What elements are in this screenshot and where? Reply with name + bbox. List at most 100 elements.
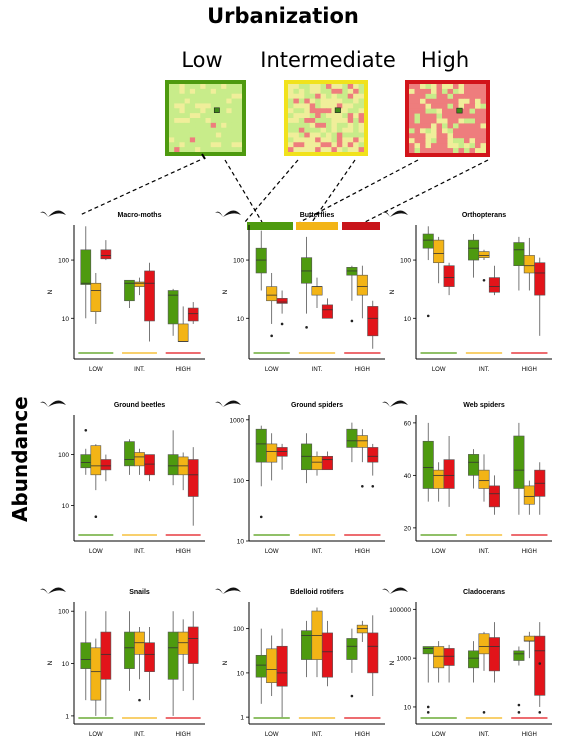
map-cell [231, 84, 238, 90]
map-cell [458, 103, 465, 110]
map-cell [336, 142, 343, 148]
map-cell [414, 118, 421, 124]
map-cell [205, 147, 212, 153]
map-cell [195, 88, 201, 95]
panel-title: Cladocerans [463, 589, 505, 596]
map-cell [464, 143, 470, 149]
map-cell [326, 88, 332, 95]
map-cell [169, 113, 175, 119]
box [134, 631, 145, 655]
map-cell [205, 103, 212, 109]
level-label-low: Low [181, 48, 223, 72]
map-cell [431, 128, 437, 134]
map-cell [184, 113, 191, 119]
map-cell [447, 98, 454, 105]
map-cell [425, 128, 432, 134]
map-cell [480, 103, 487, 110]
map-cell [458, 133, 465, 139]
map-cell [475, 108, 481, 115]
map-cell [309, 98, 316, 104]
map-mosaic [169, 84, 243, 153]
box [124, 441, 135, 467]
map-cell [342, 103, 349, 109]
map-cell [425, 98, 432, 105]
box [80, 642, 92, 669]
map-cell [436, 98, 443, 105]
map-cell [447, 123, 454, 129]
map-cell [189, 127, 196, 134]
map-cell [464, 123, 470, 129]
map-cell [298, 103, 305, 109]
panel-title: Macro-moths [118, 212, 162, 219]
box-int-2 [144, 262, 155, 342]
map-cell [436, 128, 443, 134]
map-cell [414, 138, 421, 144]
map-cell [200, 84, 206, 90]
map-cell [442, 108, 448, 115]
map-cell [331, 122, 338, 129]
y-tick-label: 1 [240, 715, 244, 722]
box-low-2 [443, 262, 455, 296]
map-cell [288, 137, 294, 143]
map-cell [347, 122, 354, 129]
box [167, 290, 179, 325]
map-cell [436, 108, 443, 115]
box [100, 459, 112, 471]
map-cell [195, 93, 201, 100]
box-high-2 [367, 615, 379, 697]
map-cell [288, 98, 294, 104]
map-cell [320, 137, 327, 143]
map-cell [236, 113, 243, 119]
box [134, 281, 145, 287]
box-high-1 [523, 631, 535, 659]
map-cell [298, 118, 305, 124]
y-tick-label: 1000 [230, 417, 245, 424]
map-cell [447, 148, 454, 154]
map-cell [447, 128, 454, 134]
map-cell [353, 118, 360, 124]
map-cell [293, 98, 300, 104]
box [367, 306, 379, 337]
map-cell [288, 132, 294, 138]
map-cell [195, 142, 201, 148]
map-cell [358, 108, 365, 114]
box-int-2 [144, 626, 155, 701]
map-cell [347, 132, 354, 138]
map-cell [200, 103, 206, 109]
box-int-2 [144, 454, 155, 482]
map-cell [315, 137, 322, 143]
map-cell [189, 132, 196, 138]
map-cell [431, 148, 437, 154]
y-tick-label: 10 [404, 316, 412, 323]
map-cell [195, 108, 201, 114]
panel-ground-spiders: Ground spiders 10 100 1000 LOW INT. HIGH [215, 400, 385, 555]
map-cell [453, 84, 459, 90]
map-cell [420, 133, 426, 139]
map-cell [469, 103, 476, 110]
box [167, 454, 179, 476]
map-cell [342, 113, 349, 119]
map-cell [231, 88, 238, 95]
map-cell [304, 127, 311, 134]
map-cell [315, 147, 322, 153]
map-cell [320, 118, 327, 124]
map-cell [200, 93, 206, 100]
map-cell [298, 108, 305, 114]
map-cell [298, 142, 305, 148]
map-cell [215, 118, 222, 124]
map-cell [288, 147, 294, 153]
level-label-high: High [420, 48, 470, 72]
map-cell [304, 113, 311, 119]
map-cell [480, 84, 487, 90]
map-cell [226, 88, 233, 95]
map-cell [442, 93, 448, 100]
map-cell [331, 147, 338, 153]
box-int-0 [301, 236, 313, 329]
map-cell [358, 113, 365, 119]
map-cell [179, 84, 186, 90]
box [367, 447, 379, 463]
map-cell [210, 108, 217, 114]
box-low-2 [276, 290, 288, 326]
box-low-2 [276, 628, 288, 718]
map-cell [169, 118, 175, 124]
